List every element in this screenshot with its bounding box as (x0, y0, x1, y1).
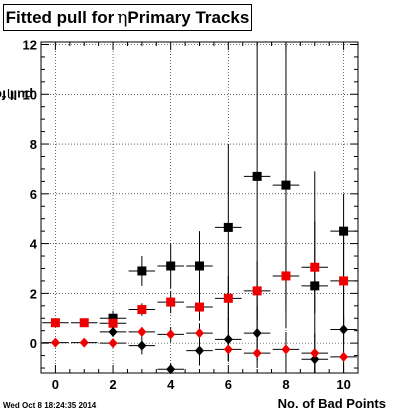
y-tick-label: 8 (30, 137, 37, 152)
diamond-marker (166, 329, 176, 340)
data-points (42, 42, 357, 375)
series-4 (42, 323, 357, 373)
axis-ticks (41, 42, 358, 373)
square-marker (310, 262, 320, 272)
chart-title-prefix: Fitted pull for (5, 7, 115, 27)
diamond-marker (252, 348, 262, 359)
y-axis-label-greek: η (7, 87, 15, 103)
diamond-marker (195, 328, 204, 339)
y-tick-label: 2 (30, 286, 37, 301)
chart-title-greek: η (117, 7, 128, 28)
square-marker (195, 302, 204, 312)
x-tick-label: 10 (336, 377, 350, 392)
square-marker (137, 266, 147, 276)
chart-title-suffix: Primary Tracks (127, 7, 250, 27)
axis-tick-labels: 0 2 4 6 8 10 0 2 4 6 8 10 12 (23, 37, 351, 392)
square-marker (166, 297, 176, 307)
diamond-marker (195, 345, 204, 356)
x-tick-label: 6 (225, 377, 232, 392)
diamond-marker (281, 344, 291, 355)
square-marker (137, 305, 147, 315)
diamond-marker (137, 340, 147, 351)
square-marker (252, 286, 262, 296)
square-marker (223, 222, 233, 232)
y-tick-label: 10 (23, 87, 37, 102)
square-marker (79, 318, 89, 328)
square-marker (195, 261, 204, 271)
x-tick-label: 0 (52, 377, 59, 392)
diamond-marker (137, 326, 147, 337)
diamond-marker (108, 338, 118, 349)
chart-title: Fitted pull for η Primary Tracks (4, 5, 251, 30)
x-tick-label: 2 (109, 377, 116, 392)
square-marker (339, 276, 349, 286)
square-marker (252, 171, 262, 181)
diamond-marker (79, 337, 89, 348)
square-marker (108, 318, 118, 328)
date-stamp: Wed Oct 8 18:24:35 2014 (3, 401, 97, 410)
diamond-marker (339, 324, 349, 335)
y-tick-label: 6 (30, 187, 37, 202)
square-marker (166, 261, 176, 271)
chart-title-box: Fitted pull for η Primary Tracks (3, 4, 252, 31)
series-2 (42, 221, 357, 329)
y-tick-label: 0 (30, 336, 37, 351)
square-marker (108, 313, 118, 323)
x-axis-label: No. of Bad Points (277, 396, 386, 411)
square-marker (339, 226, 349, 236)
square-marker (50, 318, 60, 328)
square-marker (281, 271, 291, 281)
diamond-marker (339, 351, 349, 362)
diamond-marker (223, 344, 233, 355)
x-tick-label: 4 (167, 377, 175, 392)
diamond-marker (50, 337, 60, 348)
diamond-marker (310, 348, 320, 359)
y-tick-label: 4 (30, 237, 38, 252)
square-marker (281, 180, 291, 190)
y-axis-label-prefix: pull for (0, 87, 34, 103)
square-marker (223, 293, 233, 303)
x-tick-label: 8 (282, 377, 289, 392)
y-axis-label: pull for η (0, 40, 33, 150)
diamond-marker (108, 326, 118, 337)
y-tick-label: 12 (23, 37, 37, 52)
diamond-marker (252, 328, 262, 339)
